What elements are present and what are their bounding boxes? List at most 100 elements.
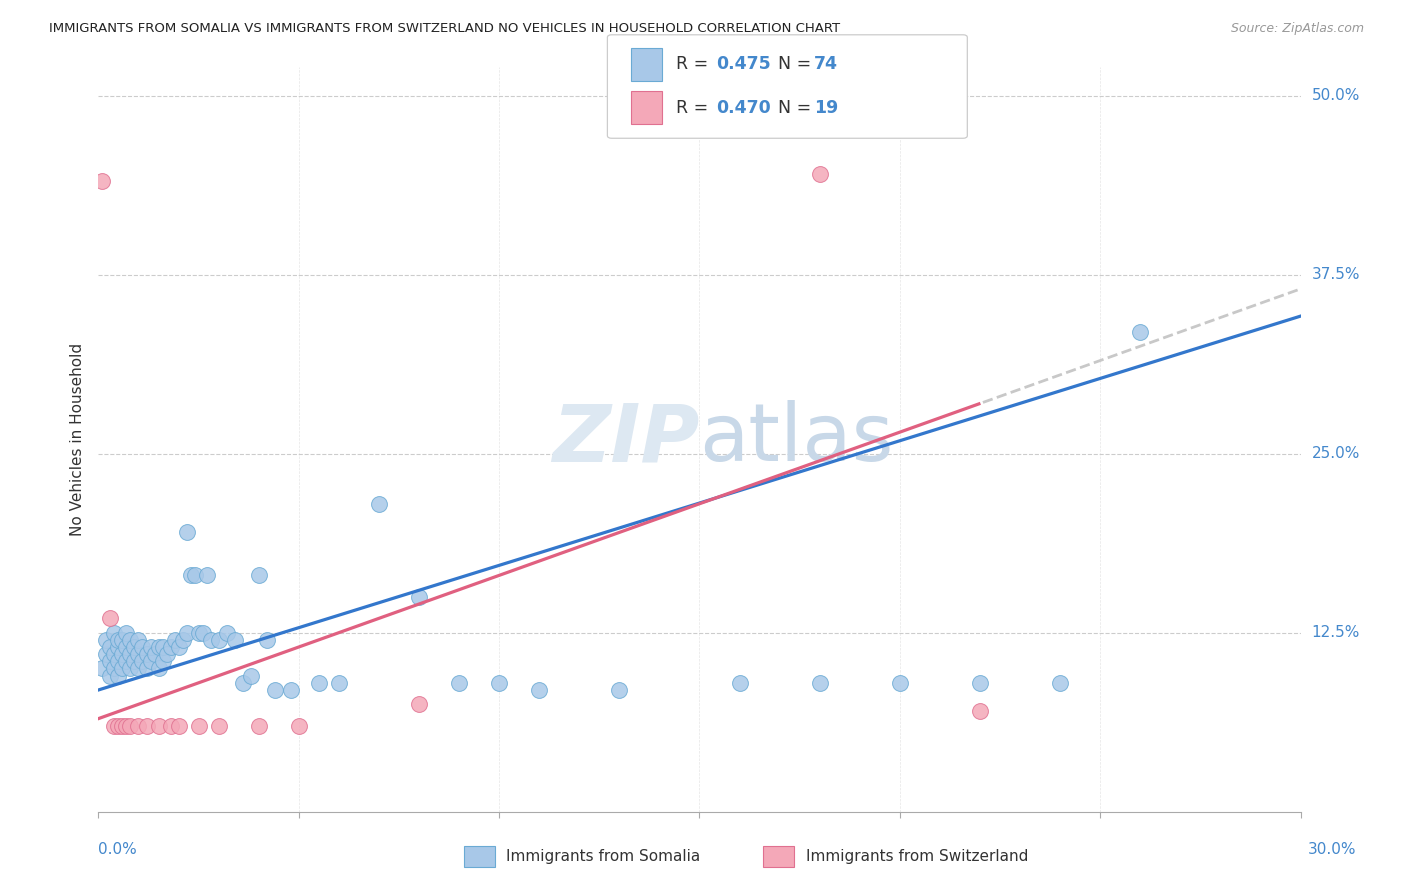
Point	[135, 647, 157, 661]
Point	[124, 640, 146, 654]
Point	[152, 654, 174, 668]
Point	[889, 675, 911, 690]
Point	[120, 719, 142, 733]
Text: 50.0%: 50.0%	[1312, 88, 1360, 103]
Text: 0.475: 0.475	[716, 55, 770, 73]
Point	[239, 668, 262, 682]
Point	[609, 683, 631, 698]
Point	[139, 640, 162, 654]
Point	[280, 683, 302, 698]
Point	[103, 661, 125, 675]
Point	[488, 675, 510, 690]
Point	[247, 568, 270, 582]
Point	[128, 647, 150, 661]
Text: 19: 19	[814, 99, 838, 117]
Text: 25.0%: 25.0%	[1312, 446, 1360, 461]
Point	[368, 497, 391, 511]
Point	[808, 167, 831, 181]
Point	[103, 625, 125, 640]
Point	[115, 719, 138, 733]
Point	[163, 632, 186, 647]
Point	[120, 647, 142, 661]
Point	[308, 675, 330, 690]
Point	[143, 647, 166, 661]
Point	[176, 525, 198, 540]
Point	[103, 719, 125, 733]
Text: 0.0%: 0.0%	[98, 842, 138, 857]
Point	[256, 632, 278, 647]
Text: Immigrants from Somalia: Immigrants from Somalia	[506, 849, 700, 863]
Point	[103, 647, 125, 661]
Point	[139, 654, 162, 668]
Point	[148, 661, 170, 675]
Point	[111, 632, 134, 647]
Point	[167, 640, 190, 654]
Point	[447, 675, 470, 690]
Point	[172, 632, 194, 647]
Point	[115, 654, 138, 668]
Text: ZIP: ZIP	[553, 401, 699, 478]
Text: N =: N =	[778, 99, 817, 117]
Point	[100, 611, 122, 625]
Text: N =: N =	[778, 55, 817, 73]
Point	[728, 675, 751, 690]
Point	[124, 654, 146, 668]
Point	[191, 625, 214, 640]
Point	[159, 640, 181, 654]
Point	[263, 683, 285, 698]
Text: 30.0%: 30.0%	[1308, 842, 1355, 857]
Point	[135, 661, 157, 675]
Point	[107, 668, 129, 682]
Point	[91, 661, 114, 675]
Point	[808, 675, 831, 690]
Point	[96, 632, 118, 647]
Point	[148, 640, 170, 654]
Point	[111, 647, 134, 661]
Point	[107, 654, 129, 668]
Point	[107, 640, 129, 654]
Point	[529, 683, 551, 698]
Point	[288, 719, 311, 733]
Point	[91, 174, 114, 188]
Point	[128, 661, 150, 675]
Text: R =: R =	[676, 99, 714, 117]
Point	[128, 632, 150, 647]
Point	[969, 705, 991, 719]
Point	[128, 719, 150, 733]
Point	[107, 632, 129, 647]
Text: 12.5%: 12.5%	[1312, 625, 1360, 640]
Point	[120, 632, 142, 647]
Point	[187, 625, 209, 640]
Point	[408, 698, 430, 712]
Point	[408, 590, 430, 604]
Point	[224, 632, 246, 647]
Point	[115, 625, 138, 640]
Point	[155, 647, 177, 661]
Point	[100, 640, 122, 654]
Point	[159, 719, 181, 733]
Point	[208, 719, 231, 733]
Point	[152, 640, 174, 654]
Point	[176, 625, 198, 640]
Point	[111, 719, 134, 733]
Point	[148, 719, 170, 733]
Text: 74: 74	[814, 55, 838, 73]
Text: Immigrants from Switzerland: Immigrants from Switzerland	[806, 849, 1028, 863]
Text: Source: ZipAtlas.com: Source: ZipAtlas.com	[1230, 22, 1364, 36]
Point	[131, 640, 153, 654]
Point	[969, 675, 991, 690]
Point	[111, 661, 134, 675]
Point	[96, 647, 118, 661]
Text: atlas: atlas	[699, 401, 894, 478]
Text: IMMIGRANTS FROM SOMALIA VS IMMIGRANTS FROM SWITZERLAND NO VEHICLES IN HOUSEHOLD : IMMIGRANTS FROM SOMALIA VS IMMIGRANTS FR…	[49, 22, 841, 36]
Text: 37.5%: 37.5%	[1312, 267, 1360, 282]
Y-axis label: No Vehicles in Household: No Vehicles in Household	[69, 343, 84, 536]
Text: R =: R =	[676, 55, 714, 73]
Point	[107, 719, 129, 733]
Point	[167, 719, 190, 733]
Point	[120, 661, 142, 675]
Point	[195, 568, 218, 582]
Point	[208, 632, 231, 647]
Point	[187, 719, 209, 733]
Point	[180, 568, 202, 582]
